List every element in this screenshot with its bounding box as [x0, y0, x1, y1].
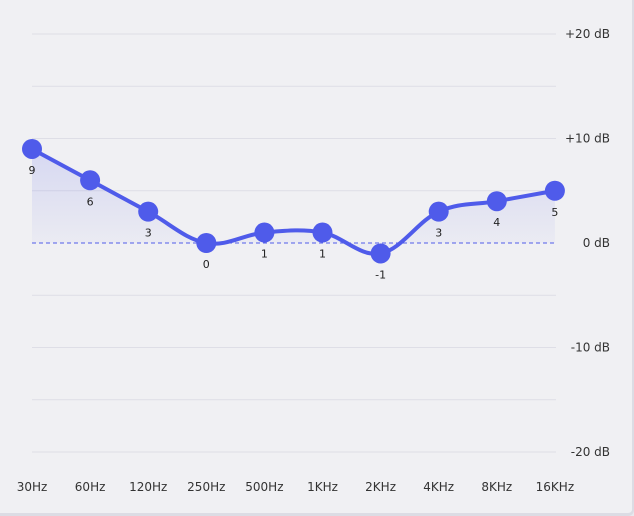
x-tick-label: 4KHz [423, 480, 454, 494]
data-label: 0 [203, 258, 210, 271]
data-point[interactable] [544, 180, 565, 201]
x-tick-label: 30Hz [17, 480, 48, 494]
data-point[interactable] [22, 138, 42, 159]
data-point[interactable] [196, 233, 217, 253]
y-tick-label: +10 dB [565, 132, 610, 146]
x-tick-label: 250Hz [187, 480, 225, 494]
series-area-fill [32, 148, 555, 254]
data-points [22, 138, 565, 264]
data-point[interactable] [312, 222, 333, 243]
series-line [30, 146, 557, 256]
data-label: 9 [29, 164, 36, 177]
y-tick-label: -10 dB [571, 341, 610, 355]
grid-lines [32, 33, 556, 453]
data-label: 4 [493, 216, 500, 229]
data-label: 3 [435, 227, 442, 240]
x-tick-label: 8KHz [481, 480, 512, 494]
x-tick-label: 2KHz [365, 480, 396, 494]
y-axis-labels: +20 dB +10 dB 0 dB -10 dB -20 dB [565, 27, 610, 459]
data-label: 6 [87, 195, 94, 208]
x-tick-label: 120Hz [129, 480, 167, 494]
x-axis-labels: 30Hz 60Hz 120Hz 250Hz 500Hz 1KHz 2KHz 4KHz 8KHz 1… [17, 480, 574, 494]
data-point[interactable] [80, 170, 101, 191]
y-tick-label: -20 dB [571, 445, 610, 459]
data-label: 1 [319, 248, 326, 261]
x-tick-label: 500Hz [245, 480, 283, 494]
data-point[interactable] [138, 201, 159, 222]
data-point[interactable] [486, 191, 507, 212]
x-tick-label: 60Hz [75, 480, 106, 494]
data-point[interactable] [370, 243, 391, 264]
data-point[interactable] [428, 201, 449, 222]
data-point[interactable] [254, 222, 275, 243]
data-label: 3 [145, 227, 152, 240]
data-label: 5 [551, 206, 558, 219]
x-tick-label: 16KHz [536, 480, 574, 494]
y-tick-label: +20 dB [565, 27, 610, 41]
data-label: -1 [375, 268, 386, 281]
y-tick-label: 0 dB [583, 236, 610, 250]
data-label: 1 [261, 248, 268, 261]
data-labels: 9 6 3 0 1 1 -1 3 4 5 [29, 164, 559, 282]
x-tick-label: 1KHz [307, 480, 338, 494]
